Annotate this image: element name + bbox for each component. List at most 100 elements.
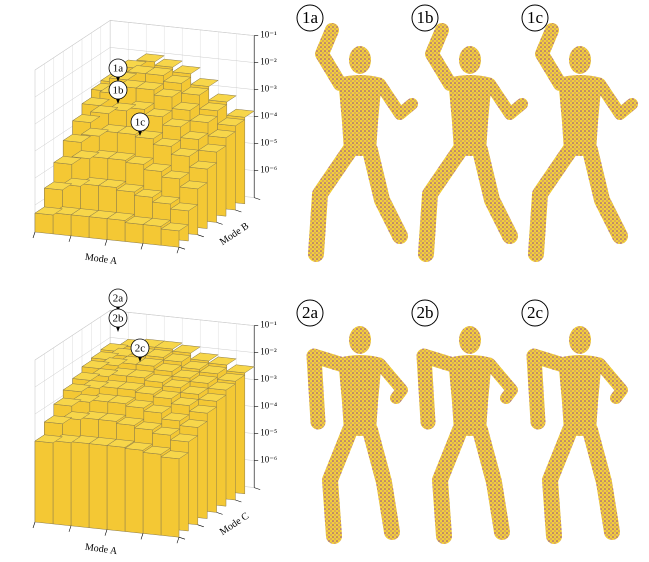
callout-circle bbox=[108, 308, 128, 328]
x-tick bbox=[176, 247, 180, 254]
mesh-render bbox=[426, 30, 522, 254]
bar-top bbox=[115, 417, 145, 426]
bar-front bbox=[34, 440, 54, 525]
bar-top bbox=[133, 421, 163, 431]
bar-top bbox=[80, 127, 110, 137]
render-label-circle bbox=[296, 299, 324, 327]
y-tick bbox=[197, 524, 204, 528]
bar-top bbox=[161, 170, 190, 180]
bar-top bbox=[153, 88, 183, 98]
mesh-render bbox=[534, 326, 622, 536]
renders-row-1 bbox=[316, 30, 632, 254]
callout-circle bbox=[108, 80, 128, 100]
bar-top bbox=[125, 399, 154, 409]
bar bbox=[70, 208, 100, 238]
bar-top bbox=[226, 108, 255, 118]
x-axis-label: Mode A bbox=[84, 542, 118, 558]
bar bbox=[160, 222, 190, 248]
bar-top bbox=[162, 75, 192, 84]
bar-top bbox=[143, 163, 172, 172]
z-tick-label: 10⁻¹ bbox=[260, 30, 277, 40]
bar-top bbox=[208, 93, 237, 103]
bar-chart-3d: 10⁻⁶ 10⁻⁵ 10⁻⁴ 10⁻³ 10⁻² 10⁻¹ Mode A Mode C 2a 2b… bbox=[32, 288, 277, 558]
bar bbox=[142, 217, 172, 246]
bar-top bbox=[81, 360, 111, 369]
render-label: 2a bbox=[302, 303, 319, 322]
bar-top bbox=[115, 183, 145, 193]
grid-line bbox=[34, 20, 255, 71]
callout-label: 2b bbox=[113, 313, 125, 325]
bar-top bbox=[160, 450, 190, 460]
bar-top bbox=[71, 150, 100, 159]
bar-front bbox=[88, 216, 108, 240]
mesh-render bbox=[424, 326, 512, 536]
bar-top bbox=[170, 397, 200, 406]
grid-line bbox=[34, 310, 255, 361]
bar-top bbox=[188, 404, 218, 414]
bar-top bbox=[133, 188, 163, 198]
callout: 2a bbox=[108, 288, 128, 312]
render-label-circle bbox=[521, 4, 549, 32]
bar-top bbox=[117, 355, 147, 365]
callout-label: 1c bbox=[135, 117, 146, 129]
y-axis-label: Mode C bbox=[218, 510, 251, 537]
bar-front bbox=[88, 443, 108, 530]
render-label: 1a bbox=[302, 8, 319, 27]
bar-top bbox=[172, 65, 201, 75]
bar-top bbox=[152, 138, 182, 147]
callout-label: 1a bbox=[113, 63, 124, 75]
bar bbox=[88, 210, 118, 240]
bar-top bbox=[198, 102, 228, 112]
bar-top bbox=[161, 412, 190, 422]
bar-top bbox=[81, 97, 111, 106]
grid-line bbox=[34, 337, 255, 388]
bar bbox=[124, 441, 154, 534]
bar bbox=[34, 434, 64, 525]
bar-top bbox=[125, 156, 154, 165]
bar-top bbox=[124, 216, 154, 225]
x-tick bbox=[32, 521, 36, 529]
bar-top bbox=[207, 381, 237, 391]
bar-top bbox=[207, 129, 237, 139]
bar-top bbox=[161, 379, 191, 388]
bar-top bbox=[53, 397, 82, 407]
bar-front bbox=[106, 445, 126, 532]
bar-top bbox=[89, 105, 119, 114]
callout: 2b bbox=[108, 308, 128, 332]
bar-front bbox=[124, 448, 144, 534]
bar-top bbox=[172, 344, 201, 354]
y-tick bbox=[254, 197, 261, 200]
renders-row-2 bbox=[314, 326, 622, 536]
bar bbox=[106, 211, 136, 242]
bar-top bbox=[189, 375, 219, 384]
z-tick-label: 10⁻⁴ bbox=[260, 401, 277, 411]
render-label: 2c bbox=[527, 303, 544, 322]
callout-label: 1b bbox=[113, 85, 125, 97]
callout-circle bbox=[130, 338, 150, 358]
x-tick bbox=[32, 231, 36, 239]
render-label: 1b bbox=[417, 8, 434, 27]
bar-top bbox=[136, 53, 165, 63]
bar bbox=[142, 445, 172, 536]
bar-front bbox=[160, 456, 180, 538]
bar-top bbox=[179, 386, 209, 395]
z-tick-label: 10⁻¹ bbox=[260, 320, 277, 330]
bar bbox=[106, 438, 136, 532]
bar-top bbox=[188, 160, 218, 170]
bar-front bbox=[106, 218, 126, 242]
render-label-circle bbox=[411, 4, 439, 32]
bar-chart-3d: 10⁻⁶ 10⁻⁵ 10⁻⁴ 10⁻³ 10⁻² 10⁻¹ Mode A Mode B 1a 1b… bbox=[32, 19, 277, 267]
y-tick bbox=[254, 487, 261, 490]
bar bbox=[124, 215, 154, 244]
bar-top bbox=[180, 86, 210, 96]
bar-front bbox=[52, 212, 72, 237]
bar-top bbox=[152, 390, 182, 399]
bar-top bbox=[43, 415, 73, 425]
callout-label: 2a bbox=[113, 293, 124, 305]
bar-top bbox=[180, 360, 210, 370]
mesh-render bbox=[314, 326, 402, 536]
render-label: 1c bbox=[527, 8, 544, 27]
bar-top bbox=[226, 364, 255, 374]
render-label-circle bbox=[411, 299, 439, 327]
